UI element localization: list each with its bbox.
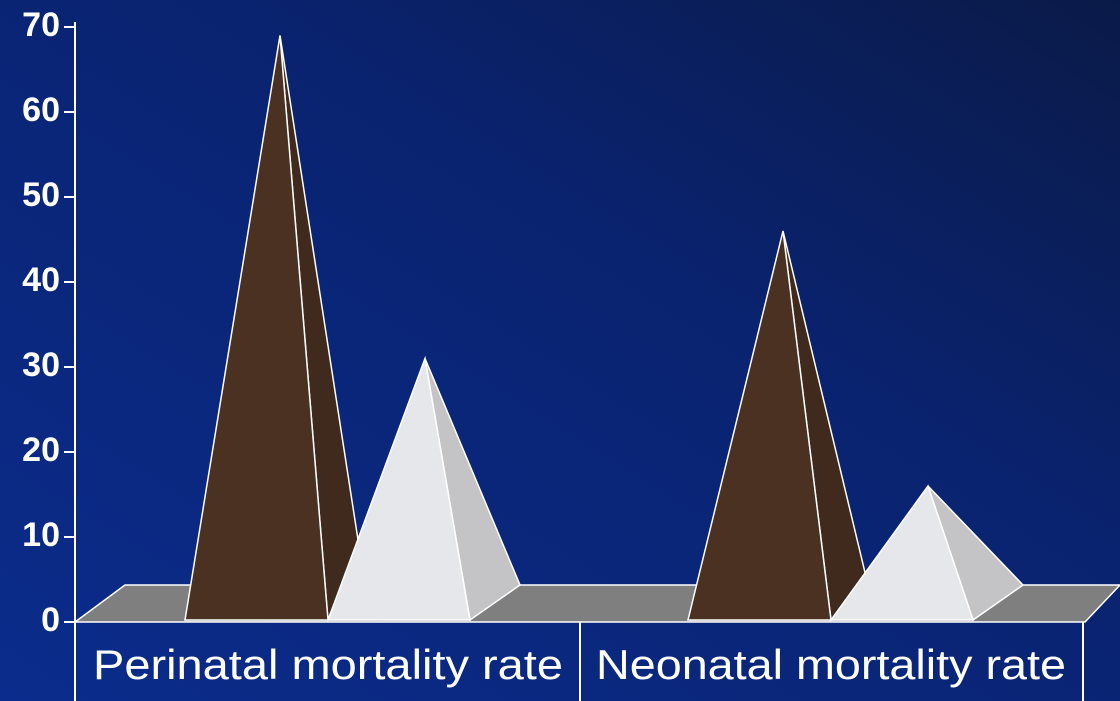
pyramid [687,230,869,622]
y-tick-label: 30 [22,346,60,384]
pyramid-front [829,484,975,621]
y-tick-label: 10 [22,516,60,554]
y-tick-label: 70 [22,6,60,44]
pyramid [829,484,1025,622]
y-tick-label: 50 [22,176,60,214]
pyramid-front [326,355,471,621]
pyramid [326,355,521,622]
pyramid [184,35,366,622]
y-tick-label: 40 [22,261,60,299]
y-tick-label: 60 [22,91,60,129]
x-tick-label: Neonatal mortality rate [596,641,1066,688]
x-tick-label: Perinatal mortality rate [93,641,563,688]
pyramid-front [687,230,832,621]
pyramid-front [184,35,329,621]
y-tick-label: 0 [41,601,60,639]
y-tick-label: 20 [22,431,60,469]
